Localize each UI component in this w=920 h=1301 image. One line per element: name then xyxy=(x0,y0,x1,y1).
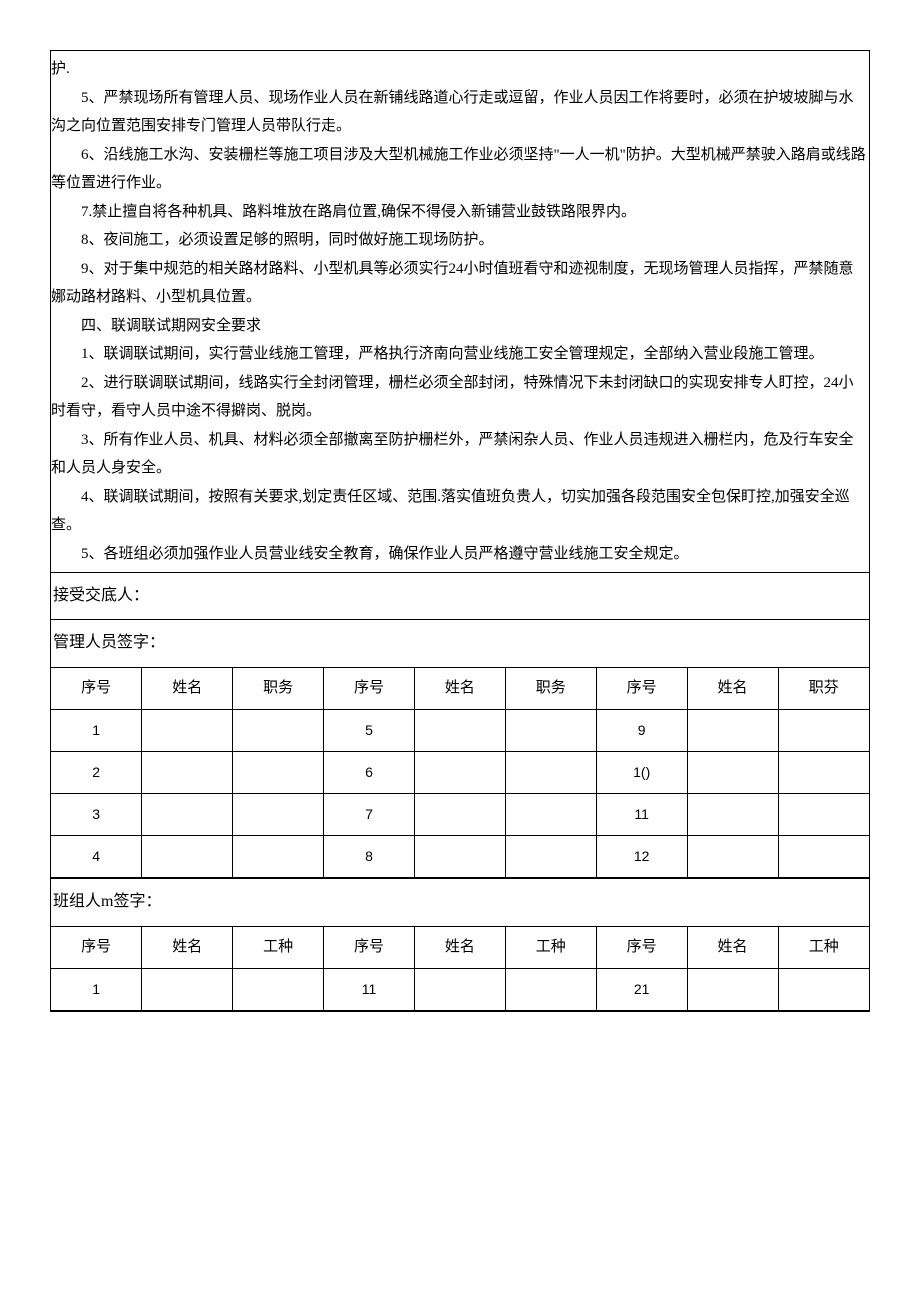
paragraph: 8、夜间施工，必须设置足够的照明，同时做好施工现场防护。 xyxy=(51,226,869,255)
col-type: 工种 xyxy=(778,927,869,969)
col-seq: 序号 xyxy=(51,927,142,969)
cell-name xyxy=(415,794,506,836)
cell-type xyxy=(233,969,324,1011)
paragraph: 3、所有作业人员、机具、材料必须全部撤离至防护栅栏外，严禁闲杂人员、作业人员违规… xyxy=(51,426,869,483)
mgmt-sign-label: 管理人员签字： xyxy=(53,634,165,651)
table-header-row: 序号 姓名 工种 序号 姓名 工种 序号 姓名 工种 xyxy=(51,927,869,969)
cell-duty xyxy=(778,794,869,836)
cell-seq: 8 xyxy=(324,836,415,878)
cell-seq: 6 xyxy=(324,752,415,794)
cell-duty xyxy=(233,836,324,878)
team-sign-row: 班组人m签字： xyxy=(51,879,869,926)
paragraph: 5、各班组必须加强作业人员营业线安全教育，确保作业人员严格遵守营业线施工安全规定… xyxy=(51,540,869,569)
paragraph: 1、联调联试期间，实行营业线施工管理，严格执行济南向营业线施工安全管理规定，全部… xyxy=(51,340,869,369)
table-row: 4 8 12 xyxy=(51,836,869,878)
table-row: 1 5 9 xyxy=(51,710,869,752)
cell-seq: 1() xyxy=(596,752,687,794)
cell-name xyxy=(142,969,233,1011)
cell-seq: 1 xyxy=(51,969,142,1011)
col-name: 姓名 xyxy=(687,927,778,969)
paragraph: 2、进行联调联试期间，线路实行全封闭管理，栅栏必须全部封闭，特殊情况下未封闭缺口… xyxy=(51,369,869,426)
cell-name xyxy=(415,836,506,878)
paragraph: 护. xyxy=(51,55,869,84)
table-header-row: 序号 姓名 职务 序号 姓名 职务 序号 姓名 职芬 xyxy=(51,668,869,710)
col-name: 姓名 xyxy=(687,668,778,710)
col-name: 姓名 xyxy=(415,668,506,710)
cell-seq: 3 xyxy=(51,794,142,836)
col-name: 姓名 xyxy=(142,927,233,969)
receiver-row: 接受交底人： xyxy=(51,573,869,620)
table-row: 3 7 11 xyxy=(51,794,869,836)
col-name: 姓名 xyxy=(142,668,233,710)
cell-duty xyxy=(233,752,324,794)
cell-duty xyxy=(505,794,596,836)
col-seq: 序号 xyxy=(51,668,142,710)
cell-type xyxy=(778,969,869,1011)
cell-duty xyxy=(778,752,869,794)
col-seq: 序号 xyxy=(324,668,415,710)
paragraph: 5、严禁现场所有管理人员、现场作业人员在新铺线路道心行走或逗留，作业人员因工作将… xyxy=(51,84,869,141)
col-duty: 职芬 xyxy=(778,668,869,710)
cell-name xyxy=(415,710,506,752)
cell-seq: 9 xyxy=(596,710,687,752)
cell-name xyxy=(687,969,778,1011)
mgmt-sign-row: 管理人员签字： xyxy=(51,620,869,667)
cell-duty xyxy=(505,752,596,794)
team-table-block: 序号 姓名 工种 序号 姓名 工种 序号 姓名 工种 1 11 21 xyxy=(51,927,869,1013)
table-row: 1 11 21 xyxy=(51,969,869,1011)
col-seq: 序号 xyxy=(596,927,687,969)
col-seq: 序号 xyxy=(596,668,687,710)
cell-name xyxy=(142,794,233,836)
team-sign-label: 班组人m签字： xyxy=(53,893,161,910)
paragraph: 9、对于集中规范的相关路材路料、小型机具等必须实行24小时值班看守和迹视制度，无… xyxy=(51,255,869,312)
cell-duty xyxy=(778,710,869,752)
cell-seq: 11 xyxy=(596,794,687,836)
body-text-section: 护. 5、严禁现场所有管理人员、现场作业人员在新铺线路道心行走或逗留，作业人员因… xyxy=(51,51,869,573)
col-duty: 职务 xyxy=(505,668,596,710)
team-table: 序号 姓名 工种 序号 姓名 工种 序号 姓名 工种 1 11 21 xyxy=(51,927,869,1012)
cell-name xyxy=(142,836,233,878)
col-seq: 序号 xyxy=(324,927,415,969)
cell-name xyxy=(142,710,233,752)
col-name: 姓名 xyxy=(415,927,506,969)
cell-seq: 5 xyxy=(324,710,415,752)
cell-name xyxy=(687,752,778,794)
document-frame: 护. 5、严禁现场所有管理人员、现场作业人员在新铺线路道心行走或逗留，作业人员因… xyxy=(50,50,870,1012)
cell-name xyxy=(142,752,233,794)
cell-duty xyxy=(778,836,869,878)
cell-duty xyxy=(233,710,324,752)
paragraph: 6、沿线施工水沟、安装栅栏等施工项目涉及大型机械施工作业必须坚持"一人一机"防护… xyxy=(51,141,869,198)
cell-duty xyxy=(505,710,596,752)
col-type: 工种 xyxy=(505,927,596,969)
paragraph: 7.禁止擅自将各种机具、路料堆放在路肩位置,确保不得侵入新铺营业鼓铁路限界内。 xyxy=(51,198,869,227)
cell-duty xyxy=(233,794,324,836)
cell-name xyxy=(687,836,778,878)
cell-name xyxy=(415,969,506,1011)
col-duty: 职务 xyxy=(233,668,324,710)
cell-duty xyxy=(505,836,596,878)
cell-seq: 1 xyxy=(51,710,142,752)
cell-seq: 21 xyxy=(596,969,687,1011)
cell-name xyxy=(687,710,778,752)
cell-seq: 11 xyxy=(324,969,415,1011)
cell-seq: 7 xyxy=(324,794,415,836)
section-heading: 四、联调联试期网安全要求 xyxy=(51,312,869,341)
cell-seq: 12 xyxy=(596,836,687,878)
paragraph: 4、联调联试期间，按照有关要求,划定责任区域、范围.落实值班负贵人，切实加强各段… xyxy=(51,483,869,540)
cell-name xyxy=(687,794,778,836)
cell-seq: 4 xyxy=(51,836,142,878)
mgmt-table-block: 序号 姓名 职务 序号 姓名 职务 序号 姓名 职芬 1 5 9 xyxy=(51,668,869,880)
cell-name xyxy=(415,752,506,794)
col-type: 工种 xyxy=(233,927,324,969)
cell-type xyxy=(505,969,596,1011)
receiver-label: 接受交底人： xyxy=(53,587,149,604)
table-row: 2 6 1() xyxy=(51,752,869,794)
mgmt-table: 序号 姓名 职务 序号 姓名 职务 序号 姓名 职芬 1 5 9 xyxy=(51,668,869,879)
cell-seq: 2 xyxy=(51,752,142,794)
